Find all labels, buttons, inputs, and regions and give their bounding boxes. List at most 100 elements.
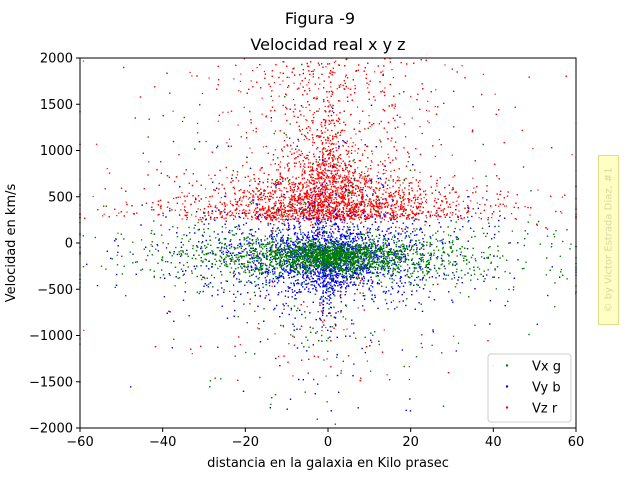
scatter-point: [299, 204, 301, 206]
scatter-point: [352, 201, 354, 203]
scatter-point: [277, 208, 279, 210]
scatter-point: [263, 208, 265, 210]
scatter-point: [290, 206, 292, 208]
scatter-point: [434, 106, 436, 108]
scatter-point: [274, 130, 276, 132]
scatter-point: [172, 110, 174, 112]
scatter-point: [411, 210, 413, 212]
scatter-point: [311, 166, 313, 168]
scatter-point: [306, 137, 308, 139]
scatter-point: [326, 175, 328, 178]
scatter-point: [319, 172, 321, 174]
scatter-point: [273, 81, 275, 84]
scatter-point: [499, 215, 501, 217]
scatter-point: [343, 192, 345, 195]
scatter-point: [289, 151, 291, 153]
scatter-point: [353, 202, 356, 205]
scatter-point: [312, 215, 314, 217]
scatter-point: [321, 209, 323, 212]
scatter-point: [384, 160, 386, 162]
scatter-point: [366, 216, 368, 218]
scatter-point: [298, 149, 300, 151]
scatter-point: [319, 213, 321, 215]
scatter-point: [301, 175, 303, 177]
scatter-point: [330, 171, 332, 173]
scatter-point: [274, 333, 276, 335]
scatter-point: [458, 195, 460, 198]
scatter-point: [312, 139, 314, 141]
scatter-point: [358, 160, 360, 162]
scatter-point: [208, 174, 210, 176]
scatter-point: [375, 204, 378, 206]
scatter-point: [341, 188, 343, 190]
scatter-point: [382, 90, 384, 92]
scatter-point: [358, 208, 360, 210]
scatter-point: [301, 189, 303, 191]
scatter-point: [333, 209, 335, 211]
scatter-point: [275, 181, 277, 184]
scatter-point: [305, 203, 307, 205]
scatter-point: [221, 215, 224, 217]
scatter-point: [251, 217, 253, 219]
scatter-point: [323, 200, 325, 202]
scatter-point: [270, 120, 272, 122]
scatter-point: [352, 204, 354, 206]
scatter-point: [329, 134, 331, 136]
scatter-point: [382, 74, 384, 76]
scatter-point: [417, 181, 419, 183]
scatter-point: [321, 216, 323, 219]
scatter-point: [339, 165, 341, 167]
scatter-point: [345, 166, 347, 169]
scatter-point: [178, 214, 181, 216]
scatter-point: [571, 154, 573, 156]
scatter-point: [354, 214, 356, 216]
scatter-point: [207, 211, 209, 213]
scatter-point: [325, 162, 327, 164]
scatter-point: [366, 229, 368, 231]
scatter-point: [304, 193, 306, 195]
scatter-point: [233, 214, 235, 217]
scatter-point: [325, 186, 327, 188]
scatter-point: [238, 180, 240, 182]
scatter-point: [102, 215, 104, 217]
scatter-point: [223, 218, 225, 220]
scatter-point: [364, 149, 366, 151]
scatter-point: [311, 120, 313, 122]
scatter-point: [379, 187, 381, 189]
scatter-point: [294, 198, 296, 200]
scatter-point: [363, 268, 365, 271]
scatter-point: [303, 219, 305, 222]
scatter-point: [344, 218, 346, 220]
scatter-point: [213, 218, 215, 220]
scatter-point: [423, 197, 425, 199]
scatter-point: [398, 227, 400, 229]
scatter-point: [308, 162, 310, 164]
scatter-point: [278, 217, 280, 219]
scatter-point: [270, 195, 273, 197]
scatter-point: [326, 191, 328, 193]
scatter-point: [375, 199, 377, 201]
scatter-point: [306, 185, 308, 188]
scatter-point: [337, 159, 339, 161]
scatter-point: [352, 189, 354, 191]
scatter-point: [408, 200, 410, 202]
scatter-point: [389, 214, 391, 216]
scatter-point: [338, 210, 340, 212]
scatter-point: [311, 173, 313, 175]
scatter-point: [358, 180, 360, 182]
scatter-point: [288, 196, 290, 199]
scatter-point: [339, 228, 341, 230]
scatter-point: [395, 157, 397, 159]
scatter-point: [324, 190, 326, 192]
scatter-point: [271, 285, 273, 287]
scatter-point: [303, 115, 305, 117]
scatter-point: [223, 202, 225, 204]
scatter-point: [293, 82, 295, 84]
scatter-point: [324, 214, 326, 216]
scatter-point: [393, 213, 395, 216]
scatter-point: [390, 176, 392, 178]
scatter-point: [278, 95, 280, 97]
scatter-point: [325, 326, 327, 329]
scatter-point: [347, 145, 349, 148]
scatter-point: [328, 194, 330, 196]
